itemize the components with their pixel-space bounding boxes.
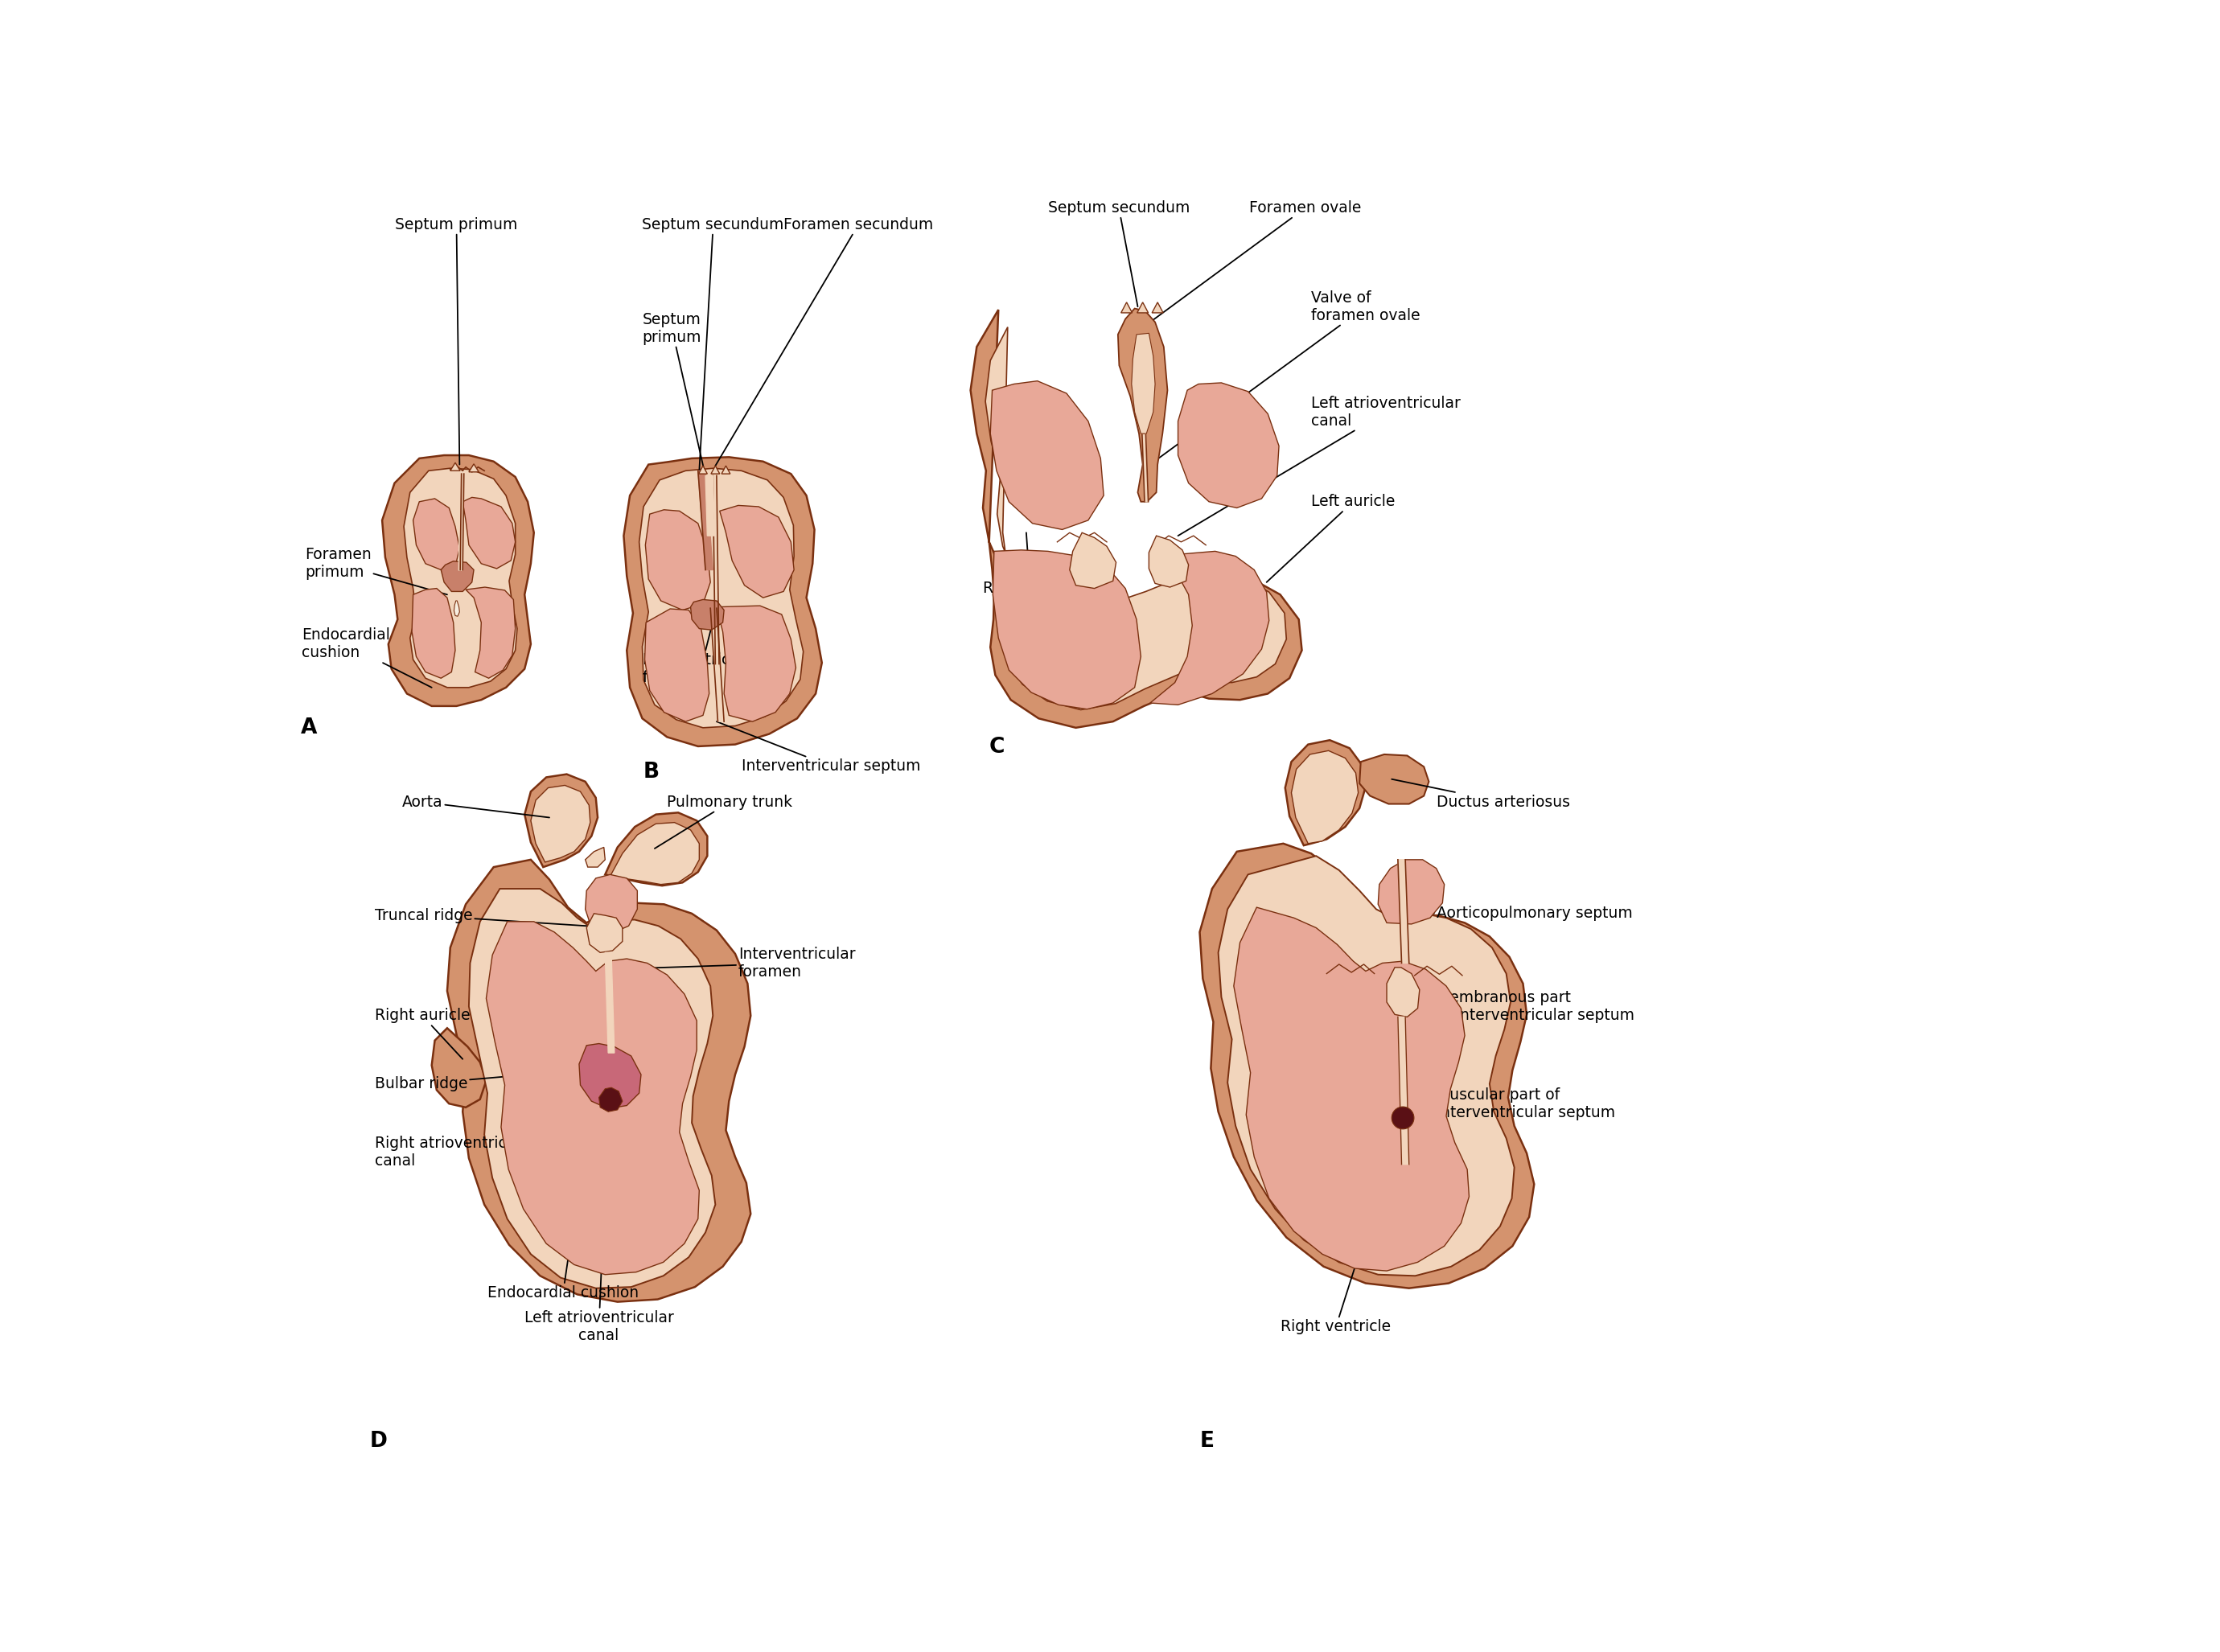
- Polygon shape: [579, 1044, 642, 1108]
- Polygon shape: [992, 550, 1141, 709]
- Text: Septum primum: Septum primum: [395, 216, 517, 464]
- Text: Right ventricle: Right ventricle: [1281, 1269, 1392, 1335]
- Polygon shape: [644, 610, 708, 722]
- Polygon shape: [710, 466, 719, 474]
- Polygon shape: [699, 466, 708, 474]
- Text: Muscular part of
interventricular septum: Muscular part of interventricular septum: [1410, 1087, 1614, 1120]
- Text: E: E: [1199, 1431, 1214, 1452]
- Polygon shape: [1179, 383, 1279, 507]
- Polygon shape: [1399, 859, 1410, 963]
- Polygon shape: [1379, 859, 1445, 923]
- Polygon shape: [986, 327, 1285, 710]
- Polygon shape: [468, 889, 715, 1289]
- Text: Right auricle: Right auricle: [375, 1008, 471, 1059]
- Polygon shape: [706, 476, 715, 535]
- Text: D: D: [371, 1431, 386, 1452]
- Polygon shape: [586, 914, 622, 953]
- Text: Septum secundum: Septum secundum: [642, 216, 784, 471]
- Polygon shape: [1121, 302, 1132, 312]
- Polygon shape: [1119, 309, 1168, 502]
- Polygon shape: [451, 463, 460, 471]
- Text: A: A: [300, 717, 317, 738]
- Polygon shape: [990, 382, 1103, 530]
- Polygon shape: [624, 458, 821, 747]
- Polygon shape: [697, 471, 713, 570]
- Text: Aorta: Aorta: [402, 795, 548, 818]
- Polygon shape: [1070, 532, 1117, 588]
- Text: Interventricular
foramen: Interventricular foramen: [611, 947, 855, 980]
- Polygon shape: [1359, 755, 1430, 805]
- Polygon shape: [446, 859, 750, 1302]
- Polygon shape: [646, 510, 710, 610]
- Polygon shape: [713, 476, 719, 664]
- Polygon shape: [719, 506, 795, 598]
- Text: Valve of
foramen ovale: Valve of foramen ovale: [1146, 291, 1421, 468]
- Text: Membranous part
of interventricular septum: Membranous part of interventricular sept…: [1419, 990, 1634, 1023]
- Polygon shape: [1150, 535, 1188, 586]
- Text: Truncal ridge: Truncal ridge: [375, 907, 586, 925]
- Polygon shape: [413, 499, 460, 570]
- Polygon shape: [1141, 434, 1148, 502]
- Polygon shape: [606, 813, 708, 885]
- Polygon shape: [1132, 334, 1154, 433]
- Polygon shape: [382, 456, 533, 705]
- Text: Endocardial cushion: Endocardial cushion: [488, 1090, 639, 1300]
- Polygon shape: [586, 874, 637, 932]
- Polygon shape: [722, 466, 730, 474]
- Polygon shape: [524, 775, 597, 867]
- Polygon shape: [1150, 552, 1270, 705]
- Polygon shape: [1137, 302, 1148, 312]
- Text: Septum
primum: Septum primum: [642, 312, 715, 514]
- Text: Foramen secundum: Foramen secundum: [715, 216, 932, 466]
- Text: Interventricular
foramen: Interventricular foramen: [642, 606, 759, 686]
- Polygon shape: [710, 608, 724, 722]
- Text: Left auricle: Left auricle: [1268, 494, 1394, 582]
- Polygon shape: [1399, 1018, 1410, 1165]
- Text: Aorticopulmonary septum: Aorticopulmonary septum: [1407, 905, 1632, 922]
- Text: Interventricular septum: Interventricular septum: [717, 722, 921, 775]
- Polygon shape: [462, 497, 515, 568]
- Text: Right atrioventricular
canal: Right atrioventricular canal: [375, 1104, 588, 1168]
- Polygon shape: [690, 600, 724, 629]
- Polygon shape: [468, 464, 480, 472]
- Polygon shape: [970, 309, 1301, 729]
- Polygon shape: [586, 847, 606, 867]
- Text: Foramen
primum: Foramen primum: [304, 547, 446, 595]
- Polygon shape: [599, 1087, 622, 1112]
- Polygon shape: [717, 606, 797, 722]
- Polygon shape: [1292, 750, 1359, 844]
- Polygon shape: [1388, 968, 1419, 1018]
- Text: Left atrioventricular
canal: Left atrioventricular canal: [1179, 395, 1461, 535]
- Polygon shape: [1234, 907, 1470, 1270]
- Polygon shape: [486, 922, 699, 1275]
- Polygon shape: [1285, 740, 1365, 846]
- Text: Left atrioventricular
canal: Left atrioventricular canal: [524, 1110, 673, 1343]
- Polygon shape: [1199, 844, 1534, 1289]
- Polygon shape: [611, 823, 699, 884]
- Polygon shape: [1219, 856, 1514, 1275]
- Polygon shape: [466, 586, 515, 679]
- Text: Foramen ovale: Foramen ovale: [1150, 200, 1361, 322]
- Text: Bulbar ridge: Bulbar ridge: [375, 1070, 579, 1092]
- Polygon shape: [431, 1028, 486, 1107]
- Polygon shape: [606, 953, 615, 1052]
- Polygon shape: [455, 601, 460, 616]
- Polygon shape: [639, 468, 804, 729]
- Polygon shape: [531, 785, 591, 862]
- Text: Endocardial
cushion: Endocardial cushion: [302, 628, 431, 687]
- Polygon shape: [404, 468, 517, 687]
- Text: Ductus arteriosus: Ductus arteriosus: [1392, 780, 1570, 809]
- Polygon shape: [442, 562, 473, 591]
- Text: B: B: [644, 762, 659, 783]
- Text: C: C: [990, 737, 1006, 758]
- Text: Pulmonary trunk: Pulmonary trunk: [655, 795, 793, 849]
- Circle shape: [1392, 1107, 1414, 1128]
- Polygon shape: [1152, 302, 1163, 312]
- Polygon shape: [413, 588, 455, 679]
- Text: Septum secundum: Septum secundum: [1048, 200, 1190, 307]
- Text: Right atrium: Right atrium: [983, 532, 1077, 596]
